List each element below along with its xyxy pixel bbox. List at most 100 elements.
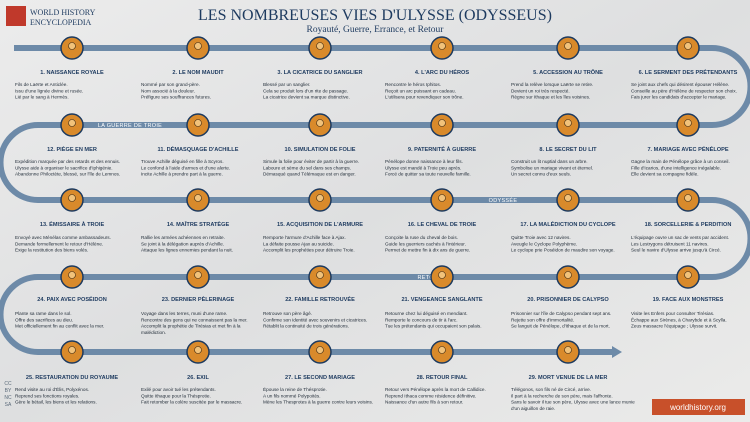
step-text: Le cyclope prie Poséidon de maudire son … [511,248,615,253]
medallion-figure [194,346,202,354]
step-text: Ulysse est mandé à Troie peu après. [385,165,461,170]
step-text: Fais jurer les candidats d'accepter le m… [631,95,726,100]
title: LES NOMBREUSES VIES D'ULYSSE (ODYSSEUS) [198,7,552,24]
medallion-figure [438,194,446,202]
medallion-figure [316,346,324,354]
step-text: Offre des sacrifices au dieu. [15,317,73,322]
step-text: Conseille au père d'Hélène de respecter … [631,88,737,93]
license-text: SA [5,402,12,408]
logo-icon [6,6,26,26]
medallion-figure [564,42,572,50]
medallion-figure [316,271,324,279]
step-text: Guide les guerriers cachés à l'intérieur… [385,241,466,246]
step-title: 21. VENGEANCE SANGLANTE [401,297,482,303]
medallion-figure [68,119,76,127]
medallion-figure [438,42,446,50]
step-title: 17. LA MALÉDICTION DU CYCLOPE [520,220,615,228]
step-text: Devient un roi très respecté. [511,88,570,93]
step-text: Démasqué quand Télémaque est en danger. [263,172,356,177]
step-title: 16. LE CHEVAL DE TROIE [408,222,477,228]
step-text: Naissance d'un autre fils à son retour. [385,400,463,405]
step-text: Exilé pour avoir tué les prétendants. [141,387,216,392]
step-text: Demande formellement le retour d'Hélène. [15,241,103,246]
step-title: 19. FACE AUX MONSTRES [653,297,724,303]
step-text: Blessé par un sanglier. [263,82,310,87]
step-title: 22. FAMILLE RETROUVÉE [285,295,355,303]
step-title: 1. NAISSANCE ROYALE [40,70,104,76]
step-text: Gagne la main de Pénélope grâce à un con… [631,159,730,164]
step-text: Mène les Thesprotes à la guerre contre l… [263,400,373,405]
step-title: 6. LE SERMENT DES PRÉTENDANTS [639,68,738,76]
step-text: Elle devient sa compagne fidèle. [631,172,699,177]
step-title: 23. DERNIER PÈLERINAGE [162,295,235,303]
step-text: Accomplit la prophétie de Tirésias et me… [141,324,241,329]
step-title: 20. PRISONNIER DE CALYPSO [527,297,609,303]
step-title: 15. ACQUISITION DE L'ARMURE [277,222,363,228]
step-text: Épouse la reine de Thésprotie. [263,386,327,392]
step-title: 10. SIMULATION DE FOLIE [284,147,355,153]
step-text: Lié par le sang à Hermès. [15,95,69,100]
step-text: Prend la relève lorsque Laërte se retire… [511,82,593,87]
logo: WORLD HISTORY ENCYCLOPEDIA [6,6,96,27]
step-text: Rencontre des gens qui ne connaissent pa… [141,317,248,322]
medallion-figure [316,194,324,202]
step-title: 5. ACCESSION AU TRÔNE [533,68,603,76]
license-text: CC [4,381,12,387]
subtitle: Royauté, Guerre, Errance, et Retour [307,25,445,35]
step-text: Abandonne Philoctète, blessé, sur l'île … [15,172,120,177]
step-text: Retourne chez lui déguisé en mendiant. [385,311,468,316]
step-text: Nom associé à la douleur. [141,88,195,93]
step-title: 26. EXIL [187,375,209,381]
step-title: 25. RESTAURATION DU ROYAUME [26,375,118,381]
step-text: Seul le navire d'Ulysse arrive jusqu'à C… [631,248,721,253]
step-text: Reprend Ithaca comme résidence définitiv… [385,393,476,398]
step-text: Échappe aux Sirènes, à Charybde et à Scy… [631,316,727,322]
step-text: Laboure et sème du sel dans ses champs. [263,165,351,170]
step-text: Plante sa rame dans le sol. [15,311,72,316]
step-title: 3. LA CICATRICE DU SANGLIER [277,70,362,76]
step-title: 8. LE SECRET DU LIT [539,147,597,153]
step-text: Issu d'une lignée divine et rusée. [15,88,83,93]
step-text: Retour vers Pénélope après la mort de Ca… [385,387,486,392]
step-text: Nommé par son grand-père. [141,82,200,87]
step-text: Fille d'Icarios, d'une intelligence inég… [631,165,721,170]
medallion-figure [564,119,572,127]
step-text: Rallie les armées achéennes en retraite. [141,235,225,240]
step-title: 29. MORT VENUE DE LA MER [529,375,608,381]
step-text: Zeus massacre l'équipage ; Ulysse survit… [631,324,717,329]
step-text: Aveugle le Cyclope Polyphème. [511,241,577,246]
step-text: Reçoit un arc puissant en cadeau. [385,88,456,93]
step-text: Expédition marquée par des retards et de… [15,159,120,164]
step-text: Envoyé avec Ménélas comme ambassadeurs. [15,235,111,240]
step-text: Tue les prétendants qui occupaient son p… [385,324,482,329]
step-title: 11. DÉMASQUAGE D'ACHILLE [158,145,239,153]
step-text: Reprend ses fonctions royales. [15,393,79,398]
step-text: Cela se produit lors d'un rite de passag… [263,88,348,93]
step-title: 4. L'ARC DU HÉROS [415,68,469,76]
step-text: A un fils nommé Polypoitès. [263,393,321,398]
step-text: Préfigure ses souffrances futures. [141,95,211,100]
medallion-figure [564,271,572,279]
step-text: Remporte l'armure d'Achille face à Ajax. [263,235,346,240]
step-text: La cicatrice devient sa marque distincti… [263,95,350,100]
medallion-figure [564,194,572,202]
medallion-figure [438,346,446,354]
medallion-figure [194,271,202,279]
step-text: Un secret connu d'eux seuls. [511,172,571,177]
step-text: d'un aiguillon de raie. [511,406,555,411]
step-text: Télégonos, son fils né de Circé, arrive. [511,387,591,392]
medallion-figure [68,42,76,50]
step-text: Exige la restitution des biens volés. [15,248,88,253]
step-title: 13. ÉMISSAIRE À TROIE [40,220,105,228]
step-text: Quitte Troie avec 12 navires. [511,235,571,240]
step-text: Pénélope donne naissance à leur fils. [385,159,463,164]
step-text: Rencontre le héros Iphitos. [385,82,441,87]
step-text: L'équipage ouvre un sac de vents par acc… [631,235,729,240]
step-text: Remporte le concours de tir à l'arc. [385,317,458,322]
step-title: 9. PATERNITÉ À GUERRE [408,145,476,153]
medallion-figure [564,346,572,354]
license-text: NC [4,395,12,401]
route-label: LA GUERRE DE TROIE [98,123,162,129]
